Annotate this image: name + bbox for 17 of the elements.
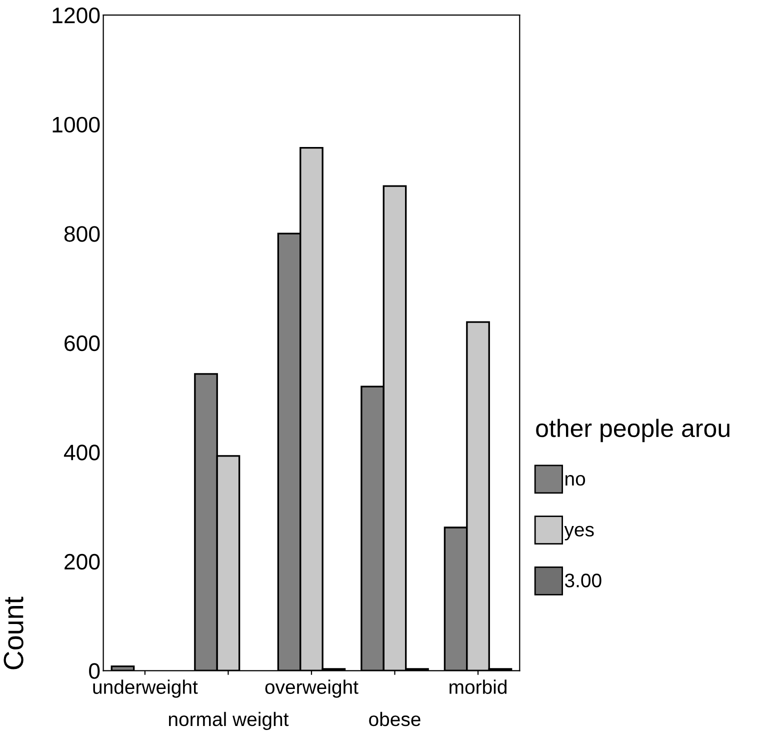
y-tick-label: 200 — [64, 554, 100, 570]
legend-label: 3.00 — [564, 574, 602, 588]
y-tick-label: 0 — [89, 663, 100, 679]
x-tick-label: obese — [369, 712, 420, 726]
x-tick-label: underweight — [93, 680, 198, 698]
y-tick-label: 1200 — [52, 8, 100, 24]
x-tick-label: overweight — [265, 680, 358, 698]
x-tick-label: morbid — [450, 680, 506, 694]
y-tick-label: 1000 — [52, 116, 100, 133]
y-tick-label: 400 — [64, 444, 100, 460]
legend-label: no — [566, 475, 586, 486]
x-tick-label: normal weight — [168, 712, 289, 730]
y-tick-label: 800 — [64, 226, 100, 242]
legend-label: yes — [564, 526, 594, 540]
legend-title: other people arou — [536, 418, 730, 442]
y-axis-title: Count — [4, 596, 24, 670]
y-tick-label: 600 — [64, 335, 100, 352]
